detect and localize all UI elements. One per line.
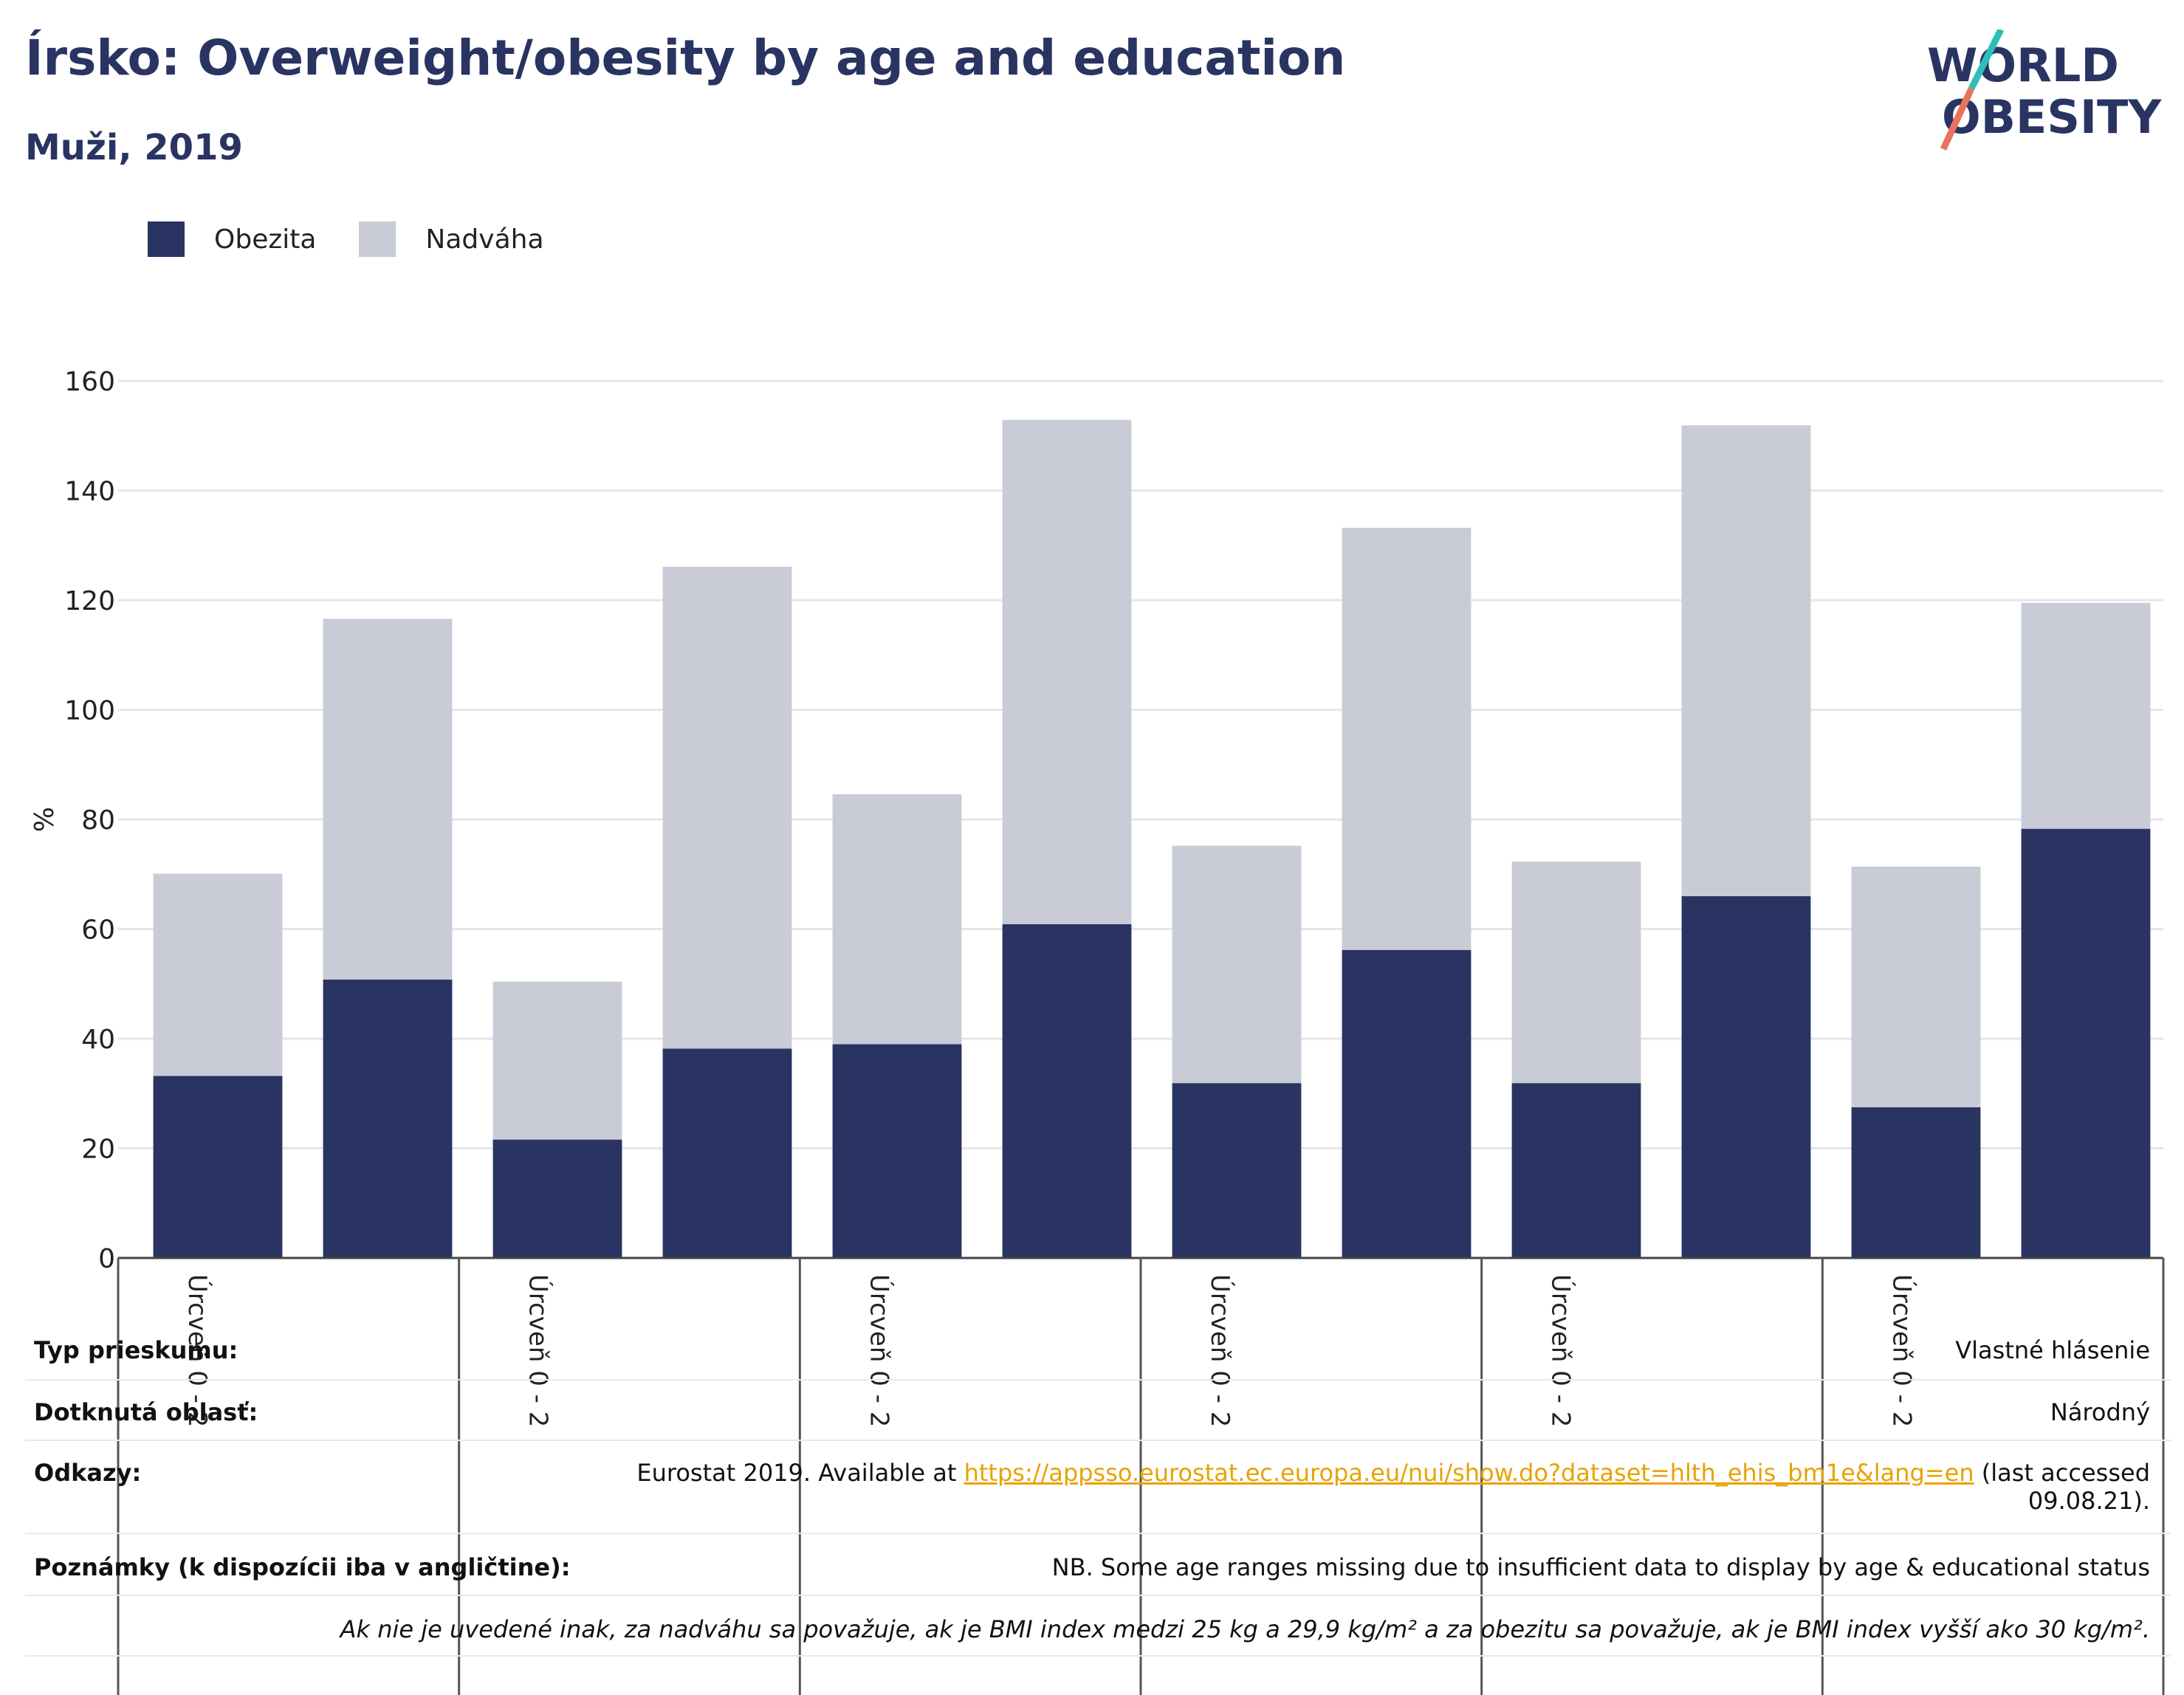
references-link[interactable]: https://appsso.eurostat.ec.europa.eu/nui…: [964, 1459, 1974, 1487]
y-tick-label: 60: [81, 915, 115, 946]
bar-overweight: [1172, 845, 1302, 1084]
x-category-label: Úrcveň 0 - 2: [182, 1274, 213, 1427]
references-value: Eurostat 2019. Available at https://apps…: [636, 1459, 2150, 1515]
y-tick-label: 80: [81, 805, 115, 836]
notes-label: Poznámky (k dispozícii iba v angličtine)…: [34, 1553, 571, 1581]
bar-obesity: [1511, 1083, 1641, 1258]
legend: Obezita Nadváha: [148, 220, 587, 258]
logo-line2: OBESITY: [1942, 90, 2162, 144]
bar-obesity: [1851, 1107, 1981, 1258]
area-value: Národný: [2050, 1398, 2150, 1426]
legend-item-obesity[interactable]: Obezita: [148, 221, 316, 257]
bar-overweight: [492, 981, 622, 1140]
legend-label-obesity: Obezita: [214, 224, 317, 255]
bar-overweight: [2021, 602, 2151, 829]
bar-obesity: [153, 1076, 283, 1258]
notes-value: NB. Some age ranges missing due to insuf…: [1051, 1553, 2150, 1581]
bar-overweight: [832, 794, 962, 1045]
bar-overweight: [1002, 419, 1132, 924]
y-tick-label: 160: [64, 367, 115, 397]
info-divider: [25, 1379, 2171, 1381]
y-tick-label: 140: [64, 477, 115, 507]
bar-overweight: [1851, 866, 1981, 1107]
references-label: Odkazy:: [34, 1459, 142, 1487]
bar-obesity: [323, 979, 453, 1258]
references-prefix: Eurostat 2019. Available at: [636, 1459, 964, 1487]
bar-overweight: [1342, 527, 1472, 950]
chart-title: Írsko: Overweight/obesity by age and edu…: [25, 30, 1346, 86]
bar-overweight: [1511, 862, 1641, 1084]
logo-slash-bottom: [1940, 87, 1975, 151]
x-category-label: Úrcveň 0 - 2: [1205, 1274, 1235, 1427]
area-label: Dotknutá oblasť:: [34, 1398, 258, 1426]
references-suffix: (last accessed: [1974, 1459, 2150, 1487]
bar-obesity: [662, 1048, 792, 1258]
y-axis-title: %: [30, 807, 60, 832]
legend-swatch-overweight: [359, 221, 396, 257]
x-category-label: Úrcveň 0 - 2: [523, 1274, 554, 1427]
bmi-footnote: Ak nie je uvedené inak, za nadváhu sa po…: [340, 1615, 2150, 1643]
bar-obesity: [1342, 949, 1472, 1258]
logo-slash-top: [1968, 30, 2005, 91]
bar-overweight: [323, 619, 453, 980]
legend-swatch-obesity: [148, 221, 185, 257]
bar-obesity: [832, 1044, 962, 1258]
bar-obesity: [1002, 924, 1132, 1258]
bar-obesity: [1681, 895, 1811, 1258]
x-category-label: Úrcveň 0 - 2: [864, 1274, 894, 1427]
references-date: 09.08.21).: [2027, 1487, 2150, 1515]
info-divider: [25, 1655, 2171, 1657]
info-divider: [25, 1595, 2171, 1596]
legend-item-overweight[interactable]: Nadváha: [359, 221, 544, 257]
bar-overweight: [153, 873, 283, 1076]
bar-overweight: [662, 566, 792, 1049]
survey-type-value: Vlastné hlásenie: [1955, 1336, 2150, 1364]
y-tick-label: 0: [98, 1244, 115, 1274]
chart-subtitle: Muži, 2019: [25, 127, 243, 168]
y-tick-label: 120: [64, 586, 115, 616]
bar-obesity: [2021, 828, 2151, 1258]
bar-obesity: [492, 1139, 622, 1258]
legend-label-overweight: Nadváha: [425, 224, 544, 255]
bar-obesity: [1172, 1083, 1302, 1258]
x-category-label: Úrcveň 0 - 2: [1886, 1274, 1917, 1427]
y-tick-label: 40: [81, 1025, 115, 1055]
y-tick-label: 100: [64, 696, 115, 726]
x-category-label: Úrcveň 0 - 2: [1546, 1274, 1576, 1427]
y-tick-label: 20: [81, 1135, 115, 1165]
info-divider: [25, 1440, 2171, 1441]
bar-overweight: [1681, 425, 1811, 896]
info-divider: [25, 1533, 2171, 1534]
world-obesity-logo: WORLD OBESITY: [1927, 30, 2162, 151]
logo-line1: WORLD: [1927, 38, 2119, 92]
survey-type-label: Typ prieskumu:: [34, 1336, 238, 1364]
